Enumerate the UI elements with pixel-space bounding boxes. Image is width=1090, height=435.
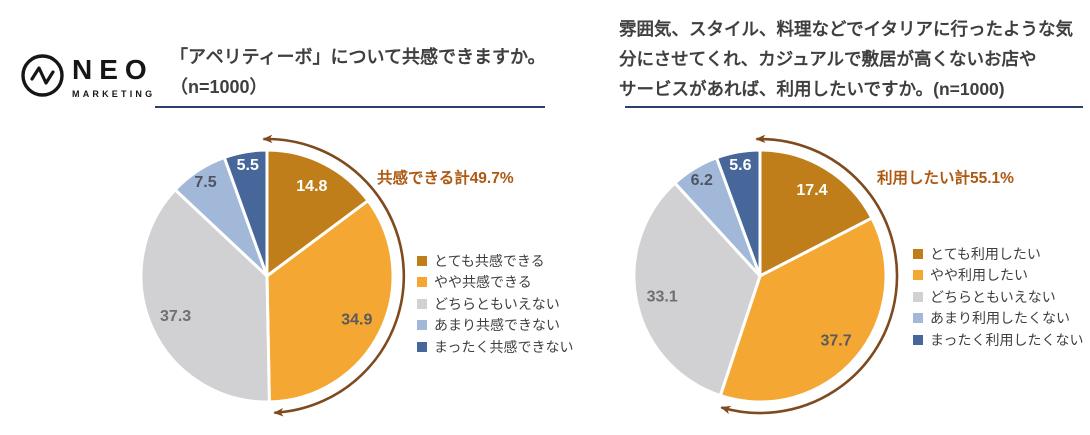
slice-value-label: 14.8 xyxy=(296,178,327,195)
usage-intent-pie-chart: 17.4 37.7 33.1 6.2 5.6 xyxy=(603,128,933,428)
legend-swatch xyxy=(913,334,923,345)
legend-swatch xyxy=(913,291,923,302)
slice-value-label: 7.5 xyxy=(194,174,216,191)
legend-item: どちらともいえない xyxy=(913,286,1083,308)
legend-item: まったく利用したくない xyxy=(913,329,1083,351)
pie-svg: 14.8 34.9 37.3 7.5 5.5 xyxy=(139,134,406,417)
empathy-legend: とても共感できる やや共感できる どちらともいえない あまり共感できない まった… xyxy=(417,250,573,358)
pie-slice xyxy=(758,148,874,278)
logo-text: NEO MARKETING xyxy=(72,53,156,100)
usage-intent-chart-title: 雰囲気、スタイル、料理などでイタリアに行ったような気 分にさせてくれ、カジュアル… xyxy=(619,14,1089,104)
legend-swatch xyxy=(417,341,427,352)
legend-label: あまり共感できない xyxy=(434,317,560,334)
legend-swatch xyxy=(417,255,427,266)
pie-slice xyxy=(139,188,271,404)
legend-item: とても共感できる xyxy=(417,250,573,272)
legend-swatch xyxy=(913,248,923,259)
legend-label: あまり利用したくない xyxy=(930,310,1070,327)
title-line: （n=1000） xyxy=(170,77,268,97)
legend-swatch xyxy=(913,270,923,281)
legend-label: どちらともいえない xyxy=(930,288,1056,305)
legend-item: やや利用したい xyxy=(913,265,1083,287)
slice-value-label: 17.4 xyxy=(796,182,827,199)
legend-label: とても共感できる xyxy=(434,252,545,269)
legend-label: まったく利用したくない xyxy=(930,331,1084,348)
slice-value-label: 33.1 xyxy=(647,288,678,305)
neo-marketing-logo: NEO MARKETING xyxy=(20,53,155,99)
title-underline xyxy=(155,106,545,108)
empathy-chart-title: 「アペリティーボ」について共感できますか。 （n=1000） xyxy=(170,42,570,102)
slice-value-label: 37.3 xyxy=(160,308,191,325)
pie-slice xyxy=(265,199,395,404)
legend-item: とても利用したい xyxy=(913,243,1083,265)
legend-swatch xyxy=(417,320,427,331)
legend-label: どちらともいえない xyxy=(434,295,560,312)
sum-arc-arrow xyxy=(720,134,899,415)
title-line: サービスがあれば、利用したいですか。(n=1000) xyxy=(619,79,1005,99)
legend-item: どちらともいえない xyxy=(417,293,573,315)
legend-swatch xyxy=(913,313,923,324)
pie-svg: 17.4 37.7 33.1 6.2 5.6 xyxy=(632,134,899,415)
title-underline xyxy=(625,106,1083,108)
legend-item: あまり共感できない xyxy=(417,315,573,337)
legend-item: あまり利用したくない xyxy=(913,308,1083,330)
legend-swatch xyxy=(417,277,427,288)
legend-label: まったく共感できない xyxy=(434,338,574,355)
title-line: 「アペリティーボ」について共感できますか。 xyxy=(170,47,546,67)
slice-value-label: 37.7 xyxy=(820,332,851,349)
empathy-sum-annotation: 共感できる計49.7% xyxy=(377,170,514,187)
pulse-circle-icon xyxy=(21,54,64,97)
slice-value-label: 5.6 xyxy=(729,157,751,174)
logo-name: NEO xyxy=(72,54,154,85)
legend-label: やや共感できる xyxy=(434,274,532,291)
slice-value-label: 5.5 xyxy=(237,157,259,174)
usage-intent-legend: とても利用したい やや利用したい どちらともいえない あまり利用したくない まっ… xyxy=(913,243,1083,351)
logo-sub: MARKETING xyxy=(72,89,156,99)
legend-item: やや共感できる xyxy=(417,272,573,294)
usage-intent-sum-annotation: 利用したい計55.1% xyxy=(877,170,1014,187)
legend-swatch xyxy=(417,298,427,309)
sum-arc-arrow xyxy=(262,134,406,417)
legend-label: やや利用したい xyxy=(930,267,1028,284)
legend-label: とても利用したい xyxy=(930,245,1041,262)
empathy-pie-chart: 14.8 34.9 37.3 7.5 5.5 xyxy=(110,128,440,428)
legend-item: まったく共感できない xyxy=(417,336,573,358)
slice-value-label: 34.9 xyxy=(341,311,372,328)
slice-value-label: 6.2 xyxy=(691,172,713,189)
title-line: 雰囲気、スタイル、料理などでイタリアに行ったような気 xyxy=(619,19,1073,39)
title-line: 分にさせてくれ、カジュアルで敷居が高くないお店や xyxy=(619,49,1037,69)
